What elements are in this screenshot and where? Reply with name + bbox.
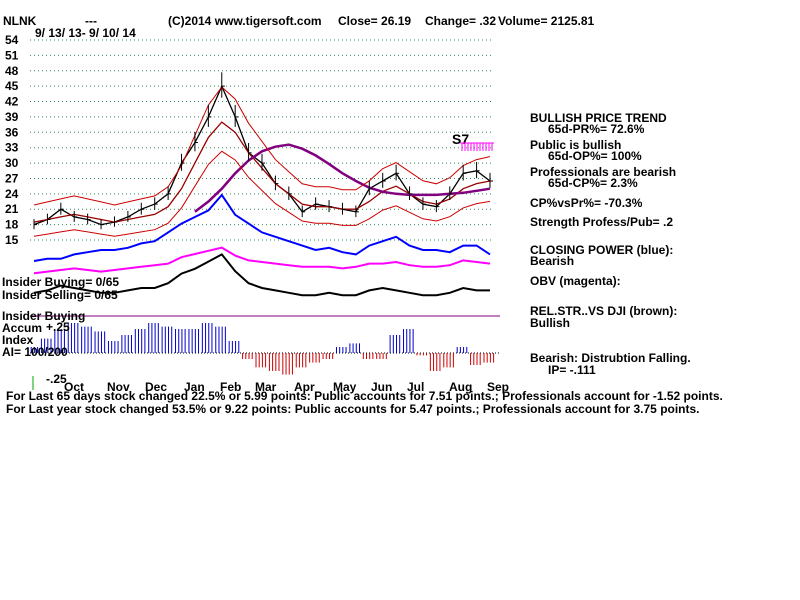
date-range-label: 9/ 13/ 13- 9/ 10/ 14	[35, 26, 136, 40]
closing-power-line	[33, 193, 491, 262]
relstr-line	[33, 253, 490, 297]
right-panel-line: 65d-PR%= 72.6%	[548, 122, 645, 136]
x-tick-labels: Oct Nov Dec Jan Feb Mar Apr May Jun Jul Aug Sep	[64, 380, 509, 394]
y-tick-label: 15	[5, 233, 19, 247]
accum-index-bars	[27, 323, 495, 375]
y-tick-label: 51	[5, 48, 19, 62]
footer-line-1: For Last 65 days stock changed 22.5% or …	[6, 389, 723, 403]
y-tick-label: 24	[5, 187, 19, 201]
price-grid	[30, 39, 492, 241]
x-tick-label: May	[333, 380, 357, 394]
series-line	[194, 143, 491, 213]
right-panel-line: Public is bullish	[530, 138, 621, 152]
band-upper-line	[33, 86, 491, 206]
insider-buying2-label: Insider Buying	[2, 309, 85, 323]
y-tick-label: 30	[5, 156, 19, 170]
dashes-label: ---	[85, 14, 97, 28]
y-tick-label: 33	[5, 141, 19, 155]
right-panel-line: Strength Profess/Pub= .2	[530, 215, 673, 229]
y-tick-label: 36	[5, 125, 19, 139]
plus25-label: +.25	[46, 320, 70, 334]
obv-line	[33, 246, 491, 275]
y-tick-label: 18	[5, 218, 19, 232]
y-tick-label: 48	[5, 64, 19, 78]
close-label: Close= 26.19	[338, 14, 411, 28]
price-bars	[33, 72, 493, 230]
right-panel-line: BULLISH PRICE TREND	[530, 111, 667, 125]
insider-buying-label: Insider Buying= 0/65	[2, 275, 119, 289]
x-tick-label: Jul	[407, 380, 424, 394]
right-panel-line: 65d-CP%= 2.3%	[548, 176, 638, 190]
x-tick-label: Apr	[294, 380, 315, 394]
change-label: Change= .32	[425, 14, 496, 28]
insider-selling-label: Insider Selling= 0/65	[2, 288, 118, 302]
right-panel-line: IP= -.111	[548, 363, 596, 377]
right-panel-line: CP%vsPr%= -70.3%	[530, 196, 643, 210]
indicator-lines	[33, 193, 491, 297]
footer-line-2: For Last year stock changed 53.5% or 9.2…	[6, 402, 700, 416]
x-tick-label: Dec	[145, 380, 167, 394]
x-tick-label: Aug	[449, 380, 472, 394]
x-tick-label: Oct	[64, 380, 84, 394]
s7-annotation: S7	[452, 131, 469, 147]
series-line	[33, 121, 491, 223]
minus25-label: -.25	[46, 372, 67, 386]
accum-label: Accum	[2, 321, 42, 335]
x-tick-label: Feb	[220, 380, 241, 394]
right-panel-line: Bullish	[530, 316, 570, 330]
s7-arrows	[460, 142, 494, 151]
ai-label: AI= 100/200	[2, 345, 68, 359]
y-tick-label: 27	[5, 171, 19, 185]
x-tick-label: Sep	[487, 380, 509, 394]
copyright-label: (C)2014 www.tigersoft.com	[168, 14, 322, 28]
y-tick-label: 45	[5, 79, 19, 93]
x-tick-label: Mar	[255, 380, 277, 394]
symbol-label: NLNK	[3, 14, 37, 28]
volume-label: Volume= 2125.81	[498, 14, 594, 28]
y-tick-label: 54	[5, 33, 19, 47]
x-tick-label: Nov	[107, 380, 130, 394]
y-tick-label: 21	[5, 202, 19, 216]
right-panel-line: Professionals are bearish	[530, 165, 676, 179]
right-panel-line: OBV (magenta):	[530, 274, 621, 288]
y-tick-label: 39	[5, 110, 19, 124]
right-panel-line: REL.STR..VS DJI (brown):	[530, 304, 677, 318]
right-panel-line: Bearish: Distrubtion Falling.	[530, 351, 691, 365]
right-panel-line: CLOSING POWER (blue):	[530, 243, 673, 257]
x-tick-label: Jun	[371, 380, 392, 394]
band-lower-line	[33, 150, 491, 237]
y-tick-label: 42	[5, 95, 19, 109]
right-panel-line: Bearish	[530, 254, 574, 268]
x-tick-label: Jan	[184, 380, 205, 394]
index-label: Index	[2, 333, 34, 347]
right-panel-line: 65d-OP%= 100%	[548, 149, 642, 163]
